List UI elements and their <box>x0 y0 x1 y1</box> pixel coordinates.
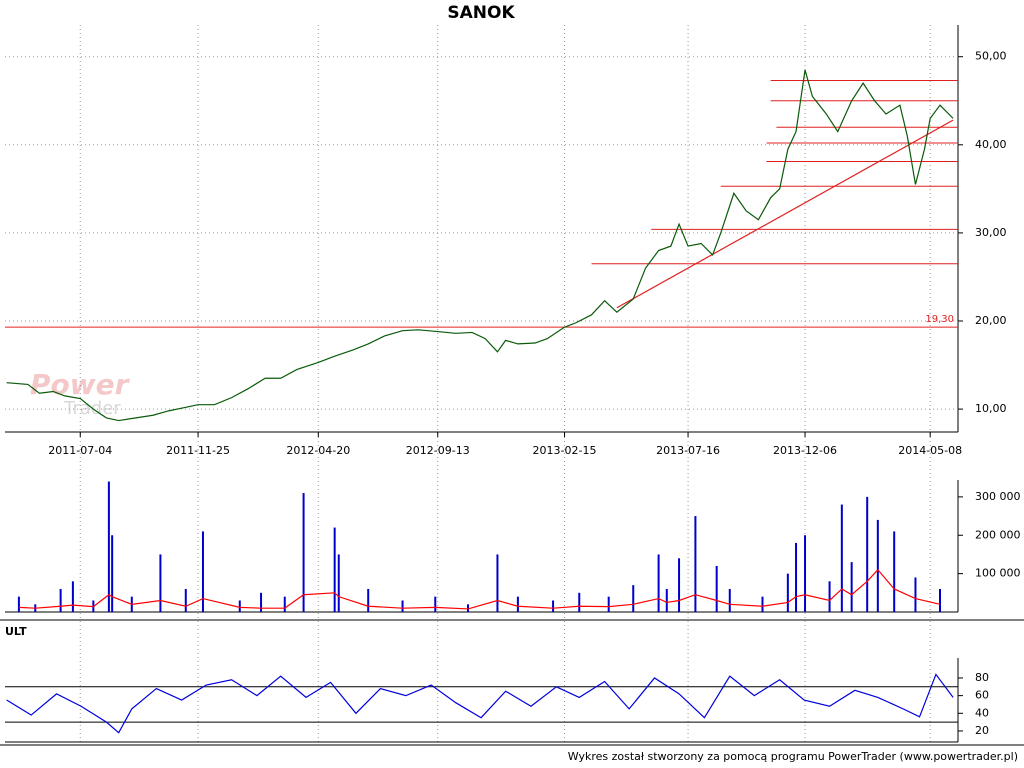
bar <box>665 588 668 612</box>
bar <box>260 592 263 612</box>
trend-line <box>616 119 954 309</box>
bar <box>804 535 807 612</box>
bar <box>552 600 555 612</box>
bar <box>914 577 917 612</box>
x-tick-label: 2011-11-25 <box>166 444 230 457</box>
y-tick-label: 100 000 <box>975 567 1021 580</box>
y-tick-label: 10,00 <box>975 402 1007 415</box>
bar <box>828 581 831 612</box>
bar <box>939 588 942 612</box>
x-tick-label: 2013-12-06 <box>773 444 837 457</box>
price-line <box>6 673 954 734</box>
bar <box>761 596 764 612</box>
bar <box>728 588 731 612</box>
x-tick-label: 2013-07-16 <box>656 444 720 457</box>
chart-title: SANOK <box>447 3 515 23</box>
bar <box>694 516 697 612</box>
bar <box>516 596 519 612</box>
bar <box>496 554 499 612</box>
y-tick-label: 40 <box>975 706 989 719</box>
bar <box>401 600 404 612</box>
bar <box>850 562 853 612</box>
bar <box>71 581 74 612</box>
watermark: Power <box>30 368 131 401</box>
x-tick-label: 2013-02-15 <box>533 444 597 457</box>
bar <box>201 531 204 612</box>
price-line <box>6 69 954 422</box>
bar <box>657 554 660 612</box>
footer: Wykres został stworzony za pomocą progra… <box>568 750 1018 763</box>
panel-title: ULT <box>5 625 27 638</box>
bar <box>107 481 110 612</box>
x-tick-label: 2012-04-20 <box>286 444 350 457</box>
bar <box>715 565 718 612</box>
bar <box>876 519 879 612</box>
bar <box>367 588 370 612</box>
bar <box>893 531 896 612</box>
bar <box>283 596 286 612</box>
bar <box>17 596 20 612</box>
x-tick-label: 2014-05-08 <box>898 444 962 457</box>
y-tick-label: 20,00 <box>975 314 1007 327</box>
bar <box>678 558 681 612</box>
level-label: 19,30 <box>925 314 954 325</box>
bar <box>786 573 789 612</box>
moving-average <box>18 568 941 610</box>
y-tick-label: 300 000 <box>975 490 1021 503</box>
x-tick-label: 2011-07-04 <box>48 444 112 457</box>
bar <box>337 554 340 612</box>
bar <box>840 504 843 612</box>
y-tick-label: 40,00 <box>975 138 1007 151</box>
bar <box>159 554 162 612</box>
y-tick-label: 20 <box>975 724 989 737</box>
y-tick-label: 60 <box>975 689 989 702</box>
bar <box>866 496 869 612</box>
bar <box>795 542 798 612</box>
bar <box>184 588 187 612</box>
bar <box>607 596 610 612</box>
y-tick-label: 50,00 <box>975 50 1007 63</box>
bar <box>238 600 241 612</box>
bar <box>333 527 336 612</box>
bar <box>467 604 470 612</box>
bar <box>578 592 581 612</box>
x-tick-label: 2012-09-13 <box>406 444 470 457</box>
bar <box>59 588 62 612</box>
bar <box>632 585 635 612</box>
bar <box>434 596 437 612</box>
bar <box>302 493 305 612</box>
y-tick-label: 200 000 <box>975 528 1021 541</box>
y-tick-label: 80 <box>975 671 989 684</box>
y-tick-label: 30,00 <box>975 226 1007 239</box>
bar <box>111 535 114 612</box>
